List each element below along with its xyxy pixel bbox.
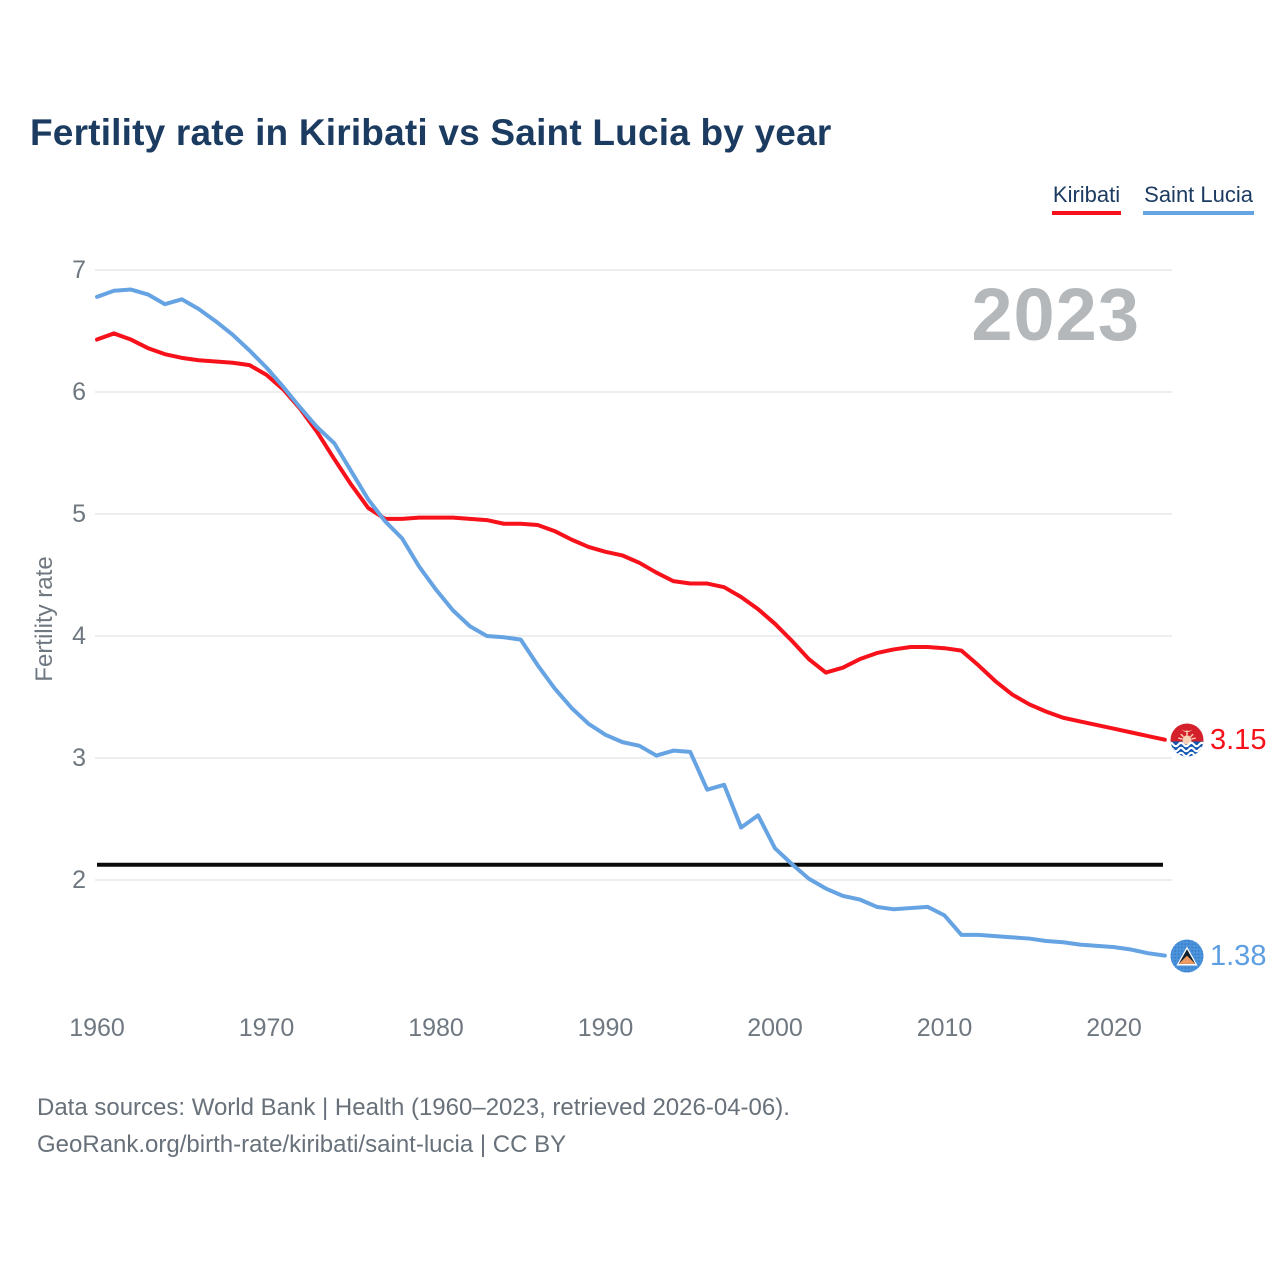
x-tick-label: 2020	[1086, 1014, 1142, 1042]
saint-lucia-flag-icon	[1170, 939, 1204, 973]
attribution-caption: GeoRank.org/birth-rate/kiribati/saint-lu…	[37, 1131, 567, 1158]
chart-title: Fertility rate in Kiribati vs Saint Luci…	[30, 112, 832, 153]
series-line-saint-lucia	[95, 287, 1167, 958]
legend-item-saint-lucia[interactable]: Saint Lucia	[1143, 182, 1254, 215]
y-tick-label: 6	[72, 378, 86, 406]
x-tick-label: 2010	[916, 1014, 973, 1042]
y-axis-tick-labels: 2 3 4 5 6 7	[0, 0, 90, 1100]
kiribati-end-value: 3.15	[1210, 723, 1267, 756]
series-lines	[95, 287, 1167, 958]
x-axis-tick-labels: 1960 1970 1980 1990 2000 2010 2020	[0, 1013, 1280, 1047]
x-tick-label: 2000	[747, 1014, 803, 1042]
y-tick-label: 2	[72, 866, 86, 894]
x-tick-label: 1960	[69, 1014, 125, 1042]
y-tick-label: 7	[72, 256, 86, 284]
year-watermark: 2023	[971, 273, 1140, 356]
gridlines	[95, 269, 1172, 881]
y-tick-label: 4	[72, 622, 86, 650]
x-tick-label: 1990	[577, 1014, 634, 1042]
data-sources-caption: Data sources: World Bank | Health (1960–…	[37, 1094, 790, 1121]
kiribati-flag-icon	[1170, 723, 1204, 757]
series-line-kiribati	[95, 331, 1167, 742]
legend-item-kiribati[interactable]: Kiribati	[1051, 182, 1122, 215]
y-tick-label: 3	[72, 744, 86, 772]
x-tick-label: 1970	[238, 1014, 295, 1042]
saint-lucia-end-value: 1.38	[1210, 939, 1267, 972]
x-tick-label: 1980	[408, 1014, 464, 1042]
legend: Kiribati Saint Lucia	[1051, 182, 1254, 215]
y-tick-label: 5	[72, 500, 86, 528]
